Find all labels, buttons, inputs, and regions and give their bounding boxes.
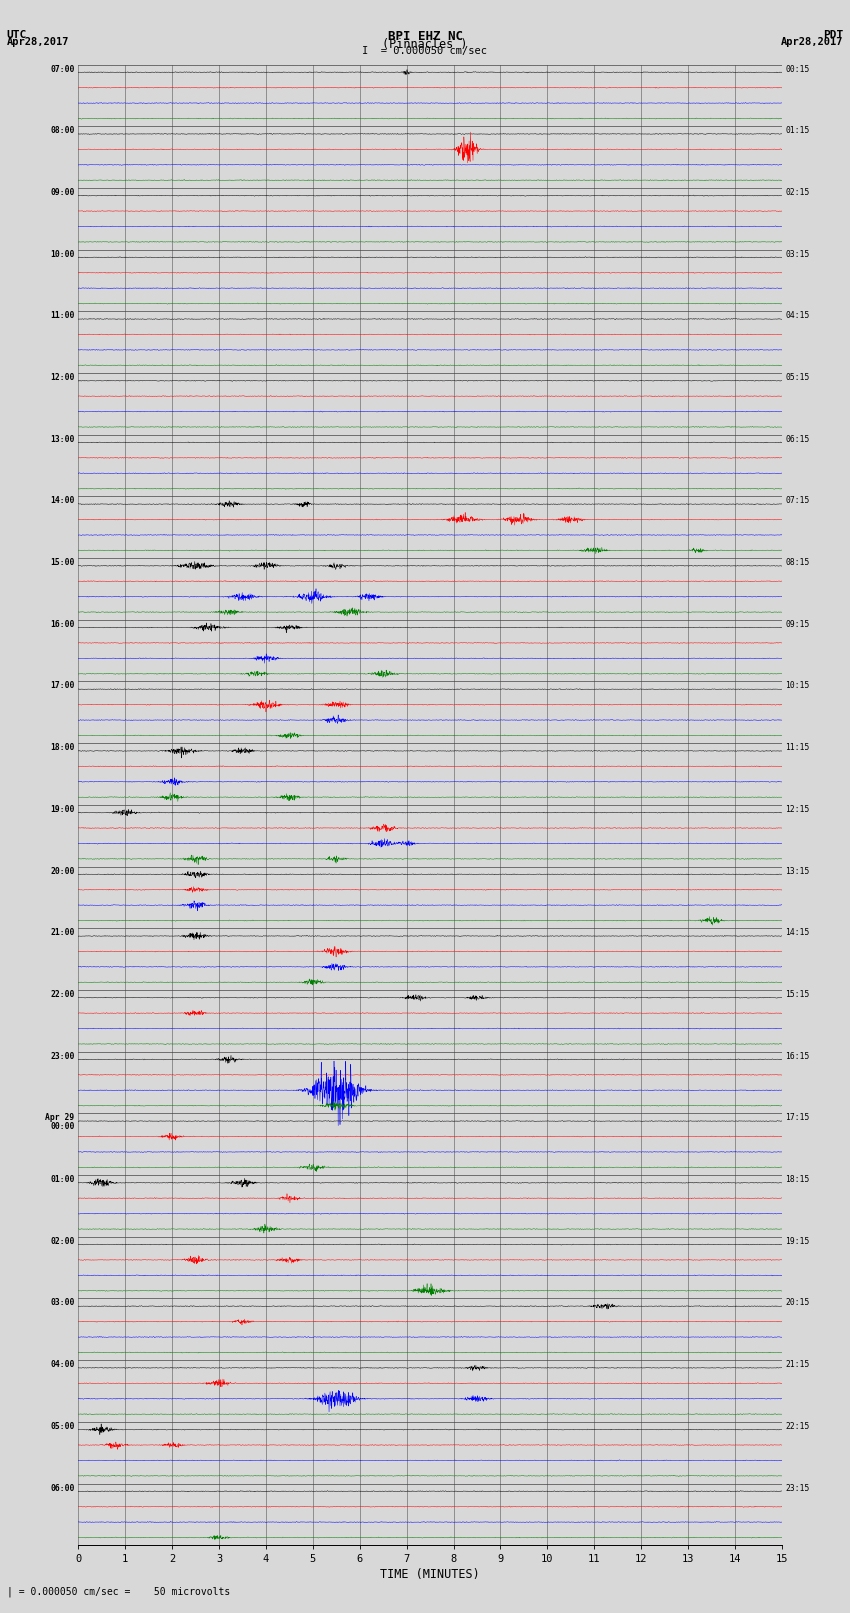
- Text: 04:15: 04:15: [785, 311, 810, 321]
- Text: 06:00: 06:00: [50, 1484, 75, 1492]
- Text: 10:15: 10:15: [785, 682, 810, 690]
- Text: 19:15: 19:15: [785, 1237, 810, 1245]
- Text: 19:00: 19:00: [50, 805, 75, 815]
- Text: 01:00: 01:00: [50, 1174, 75, 1184]
- Text: 08:15: 08:15: [785, 558, 810, 568]
- Text: 05:15: 05:15: [785, 373, 810, 382]
- Text: 23:15: 23:15: [785, 1484, 810, 1492]
- Text: 08:00: 08:00: [50, 126, 75, 135]
- Text: 09:00: 09:00: [50, 189, 75, 197]
- Text: 03:00: 03:00: [50, 1298, 75, 1308]
- Text: Apr 29: Apr 29: [45, 1113, 75, 1123]
- Text: 03:15: 03:15: [785, 250, 810, 258]
- Text: (Pinnacles ): (Pinnacles ): [382, 37, 468, 52]
- Text: 12:15: 12:15: [785, 805, 810, 815]
- Text: 07:00: 07:00: [50, 65, 75, 74]
- Text: 17:00: 17:00: [50, 682, 75, 690]
- Text: 10:00: 10:00: [50, 250, 75, 258]
- Text: 05:00: 05:00: [50, 1423, 75, 1431]
- Text: 22:15: 22:15: [785, 1423, 810, 1431]
- Text: 04:00: 04:00: [50, 1360, 75, 1369]
- X-axis label: TIME (MINUTES): TIME (MINUTES): [380, 1568, 480, 1581]
- Text: 21:00: 21:00: [50, 929, 75, 937]
- Text: 06:15: 06:15: [785, 436, 810, 444]
- Text: 21:15: 21:15: [785, 1360, 810, 1369]
- Text: 20:15: 20:15: [785, 1298, 810, 1308]
- Text: 02:15: 02:15: [785, 189, 810, 197]
- Text: 15:15: 15:15: [785, 990, 810, 998]
- Text: 09:15: 09:15: [785, 619, 810, 629]
- Text: 02:00: 02:00: [50, 1237, 75, 1245]
- Text: 14:15: 14:15: [785, 929, 810, 937]
- Text: 18:15: 18:15: [785, 1174, 810, 1184]
- Text: 16:15: 16:15: [785, 1052, 810, 1061]
- Text: | = 0.000050 cm/sec =    50 microvolts: | = 0.000050 cm/sec = 50 microvolts: [7, 1586, 230, 1597]
- Text: 07:15: 07:15: [785, 497, 810, 505]
- Text: 13:15: 13:15: [785, 866, 810, 876]
- Text: 16:00: 16:00: [50, 619, 75, 629]
- Text: 23:00: 23:00: [50, 1052, 75, 1061]
- Text: Apr28,2017: Apr28,2017: [780, 37, 843, 47]
- Text: 22:00: 22:00: [50, 990, 75, 998]
- Text: 00:15: 00:15: [785, 65, 810, 74]
- Text: 15:00: 15:00: [50, 558, 75, 568]
- Text: 20:00: 20:00: [50, 866, 75, 876]
- Text: 18:00: 18:00: [50, 744, 75, 752]
- Text: 14:00: 14:00: [50, 497, 75, 505]
- Text: I  = 0.000050 cm/sec: I = 0.000050 cm/sec: [362, 45, 488, 56]
- Text: BPI EHZ NC: BPI EHZ NC: [388, 31, 462, 44]
- Text: 11:00: 11:00: [50, 311, 75, 321]
- Text: 01:15: 01:15: [785, 126, 810, 135]
- Text: 11:15: 11:15: [785, 744, 810, 752]
- Text: 17:15: 17:15: [785, 1113, 810, 1123]
- Text: 00:00: 00:00: [50, 1123, 75, 1131]
- Text: 13:00: 13:00: [50, 436, 75, 444]
- Text: UTC: UTC: [7, 31, 27, 40]
- Text: PDT: PDT: [823, 31, 843, 40]
- Text: 12:00: 12:00: [50, 373, 75, 382]
- Text: Apr28,2017: Apr28,2017: [7, 37, 70, 47]
